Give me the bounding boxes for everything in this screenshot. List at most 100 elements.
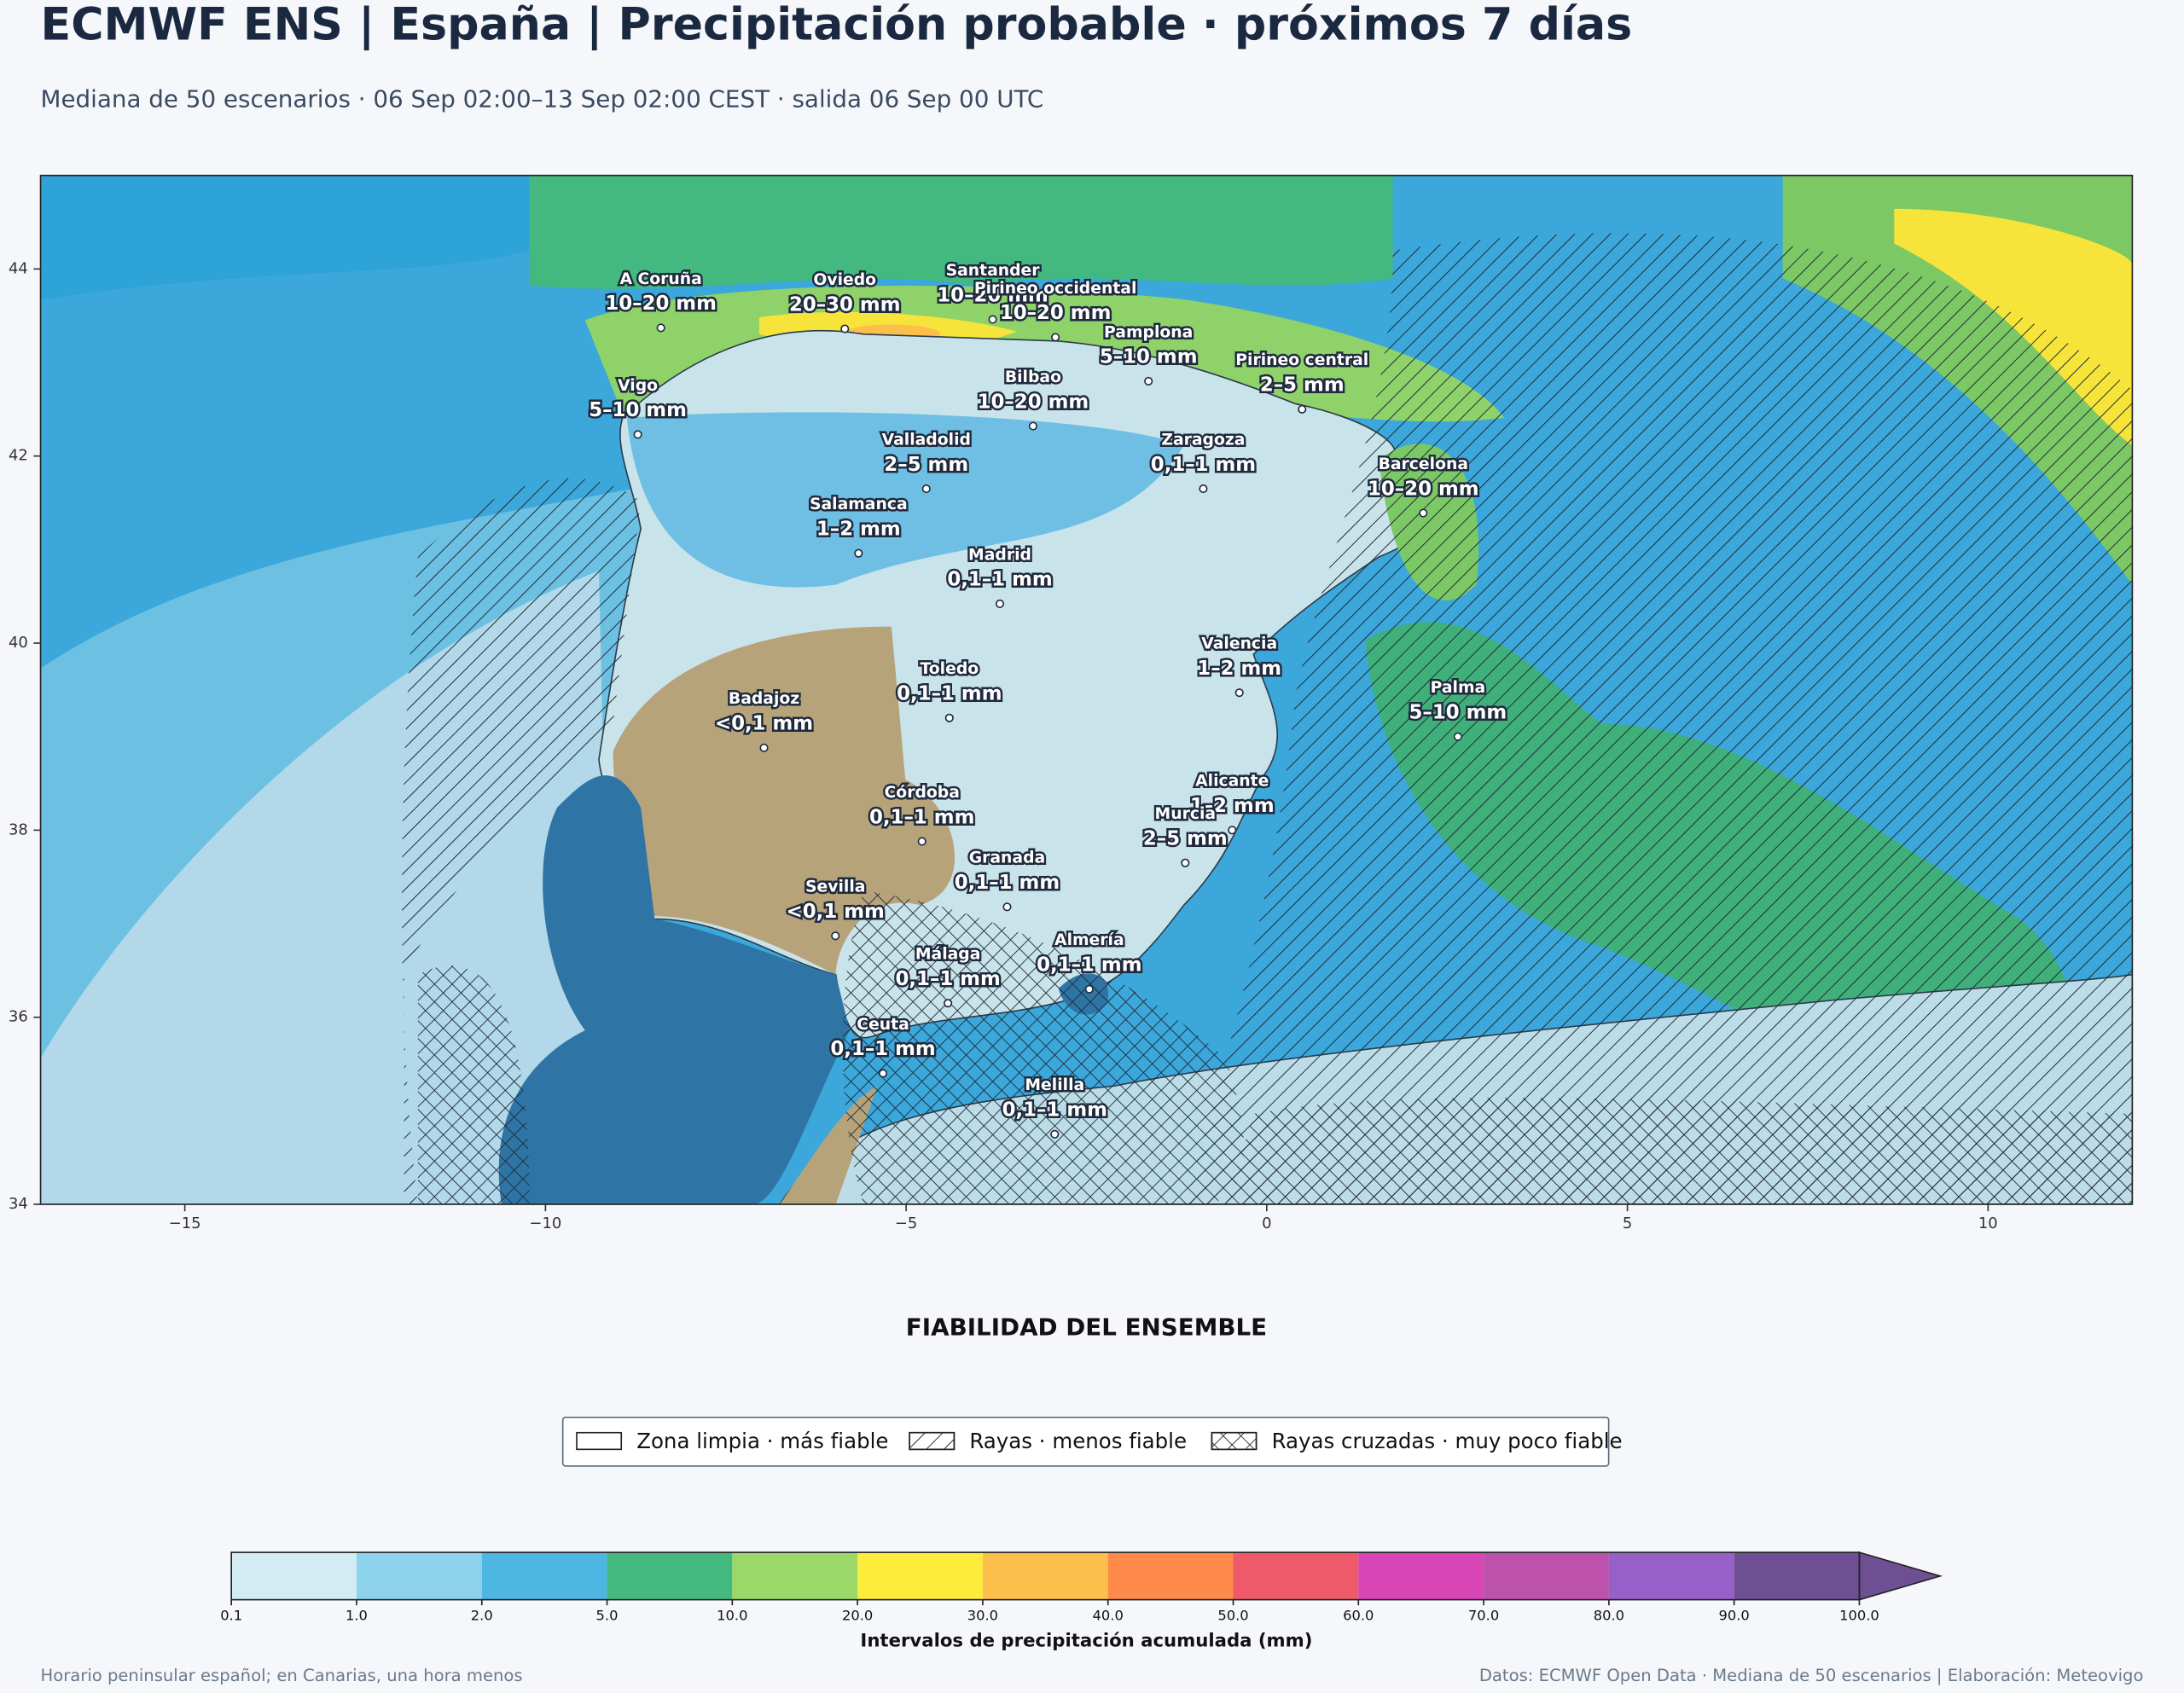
- hatch-area: [1183, 233, 2133, 1205]
- city-marker: [1419, 508, 1428, 518]
- legend-label: Rayas · menos fiable: [969, 1429, 1187, 1453]
- colorbar-tick-label: 70.0: [1468, 1608, 1499, 1624]
- city-marker: [1051, 333, 1060, 342]
- city-value: 2–5 mm: [1143, 827, 1228, 849]
- colorbar-tick-label: 10.0: [717, 1608, 747, 1624]
- colorbar-tick-label: 2.0: [471, 1608, 493, 1624]
- city-value: 10–20 mm: [978, 391, 1089, 413]
- city-name: Bilbao: [1005, 368, 1061, 386]
- title: ECMWF ENS | España | Precipitación proba…: [41, 0, 1633, 51]
- legend-box: [561, 1416, 1610, 1467]
- city-name: Sevilla: [805, 878, 865, 896]
- y-tick-label: 44: [9, 259, 28, 277]
- colorbar-segment: [231, 1552, 357, 1600]
- city-value: 0,1–1 mm: [955, 872, 1060, 894]
- field: [613, 626, 956, 975]
- legend-label: Rayas cruzadas · muy poco fiable: [1272, 1429, 1623, 1453]
- city-value: 10–20 mm: [937, 284, 1048, 306]
- colorbar-extension: [1858, 1551, 1943, 1601]
- city-name: Ceuta: [857, 1016, 909, 1034]
- colorbar-label: Intervalos de precipitación acumulada (m…: [860, 1631, 1312, 1652]
- colorbar-tick-label: 0.1: [220, 1608, 242, 1624]
- city-name: Murcia: [1155, 805, 1217, 823]
- colorbar-segment: [982, 1552, 1108, 1600]
- city-marker: [995, 599, 1005, 609]
- city-layer: A Coruña 10–20 mm Oviedo 20–30 mm Santander 1…: [587, 259, 1509, 1139]
- city-value: 0,1–1 mm: [830, 1038, 935, 1060]
- city-value: 10–20 mm: [605, 293, 717, 315]
- colorbar-tick-label: 1.0: [346, 1608, 368, 1624]
- colorbar-tick-label: 100.0: [1839, 1608, 1879, 1624]
- city-name: Toledo: [920, 660, 979, 678]
- city-name: Alicante: [1195, 773, 1269, 791]
- city-name: Valencia: [1201, 635, 1277, 653]
- colorbar-tick-label: 20.0: [842, 1608, 873, 1624]
- legend-hatch: [909, 1431, 956, 1451]
- x-tick-label: −5: [895, 1215, 917, 1232]
- city-name: Zaragoza: [1161, 431, 1245, 449]
- colorbar-segment: [1233, 1552, 1359, 1600]
- city-marker: [840, 324, 850, 333]
- city-marker: [1144, 376, 1153, 386]
- legend-label: Zona limpia · más fiable: [636, 1429, 888, 1453]
- city-name: Almería: [1054, 931, 1124, 949]
- city-value: 10–20 mm: [1000, 302, 1112, 324]
- city-name: Oviedo: [813, 271, 876, 289]
- colorbar-segment: [1107, 1552, 1234, 1600]
- city-marker: [1234, 688, 1244, 698]
- x-tick-label: 5: [1623, 1215, 1632, 1232]
- map-fields: [40, 175, 2133, 1205]
- x-tick-label: −15: [169, 1215, 201, 1232]
- cross-area: [417, 965, 530, 1205]
- city-value: 0,1–1 mm: [895, 968, 1000, 990]
- colorbar-segment: [857, 1552, 983, 1600]
- city-marker: [759, 743, 769, 752]
- legend-swatch: [576, 1431, 623, 1451]
- city-marker: [944, 713, 954, 722]
- colorbar-segment: [1608, 1552, 1734, 1600]
- y-tick-label: 38: [9, 820, 28, 838]
- x-tick-label: 0: [1262, 1215, 1271, 1232]
- axes: −15 −10 −5 0 5 10 34 36 38 40 42 44: [9, 259, 1998, 1232]
- city-marker: [917, 837, 926, 846]
- x-tick-label: −10: [529, 1215, 561, 1232]
- city-name: Granada: [969, 849, 1045, 867]
- city-value: 0,1–1 mm: [869, 806, 974, 828]
- city-marker: [1084, 984, 1094, 994]
- legend: Zona limpia · más fiable Rayas · menos fi…: [576, 1429, 1623, 1453]
- city-name: Madrid: [968, 546, 1031, 564]
- colorbar-segment: [1358, 1552, 1484, 1600]
- y-tick-label: 36: [9, 1008, 28, 1026]
- city-name: Melilla: [1025, 1076, 1084, 1094]
- city-value: 0,1–1 mm: [1002, 1099, 1107, 1122]
- colorbar-segment: [732, 1552, 858, 1600]
- city-value: 0,1–1 mm: [897, 683, 1002, 705]
- footer-left: Horario peninsular español; en Canarias,…: [41, 1666, 523, 1685]
- colorbar: 0.1 1.0 2.0 5.0 10.0 20.0 30.0 40.0 50.0 60.0 70.0…: [220, 1551, 1943, 1624]
- city-name: Badajoz: [729, 690, 799, 708]
- city-marker: [1050, 1129, 1060, 1139]
- city-marker: [1028, 421, 1037, 431]
- colorbar-segment: [1484, 1552, 1609, 1600]
- city-marker: [878, 1069, 888, 1078]
- cross-area: [1225, 1098, 2133, 1205]
- field: [626, 412, 1184, 588]
- city-value: 10–20 mm: [1368, 478, 1479, 500]
- city-marker: [988, 315, 997, 324]
- city-marker: [831, 931, 840, 941]
- city-marker: [1228, 826, 1237, 835]
- colorbar-tick-label: 50.0: [1217, 1608, 1248, 1624]
- city-value: 5–10 mm: [589, 399, 687, 421]
- colorbar-tick-label: 60.0: [1343, 1608, 1374, 1624]
- colorbar-tick-label: 80.0: [1594, 1608, 1624, 1624]
- cross-area: [842, 890, 1245, 1205]
- city-value: 1–2 mm: [1190, 795, 1275, 817]
- colorbar-segment: [481, 1552, 607, 1600]
- city-name: Pirineo occidental: [974, 280, 1137, 298]
- city-marker: [1453, 732, 1462, 741]
- y-tick-label: 34: [9, 1195, 28, 1213]
- city-name: Palma: [1431, 679, 1486, 697]
- city-value: 20–30 mm: [789, 293, 901, 316]
